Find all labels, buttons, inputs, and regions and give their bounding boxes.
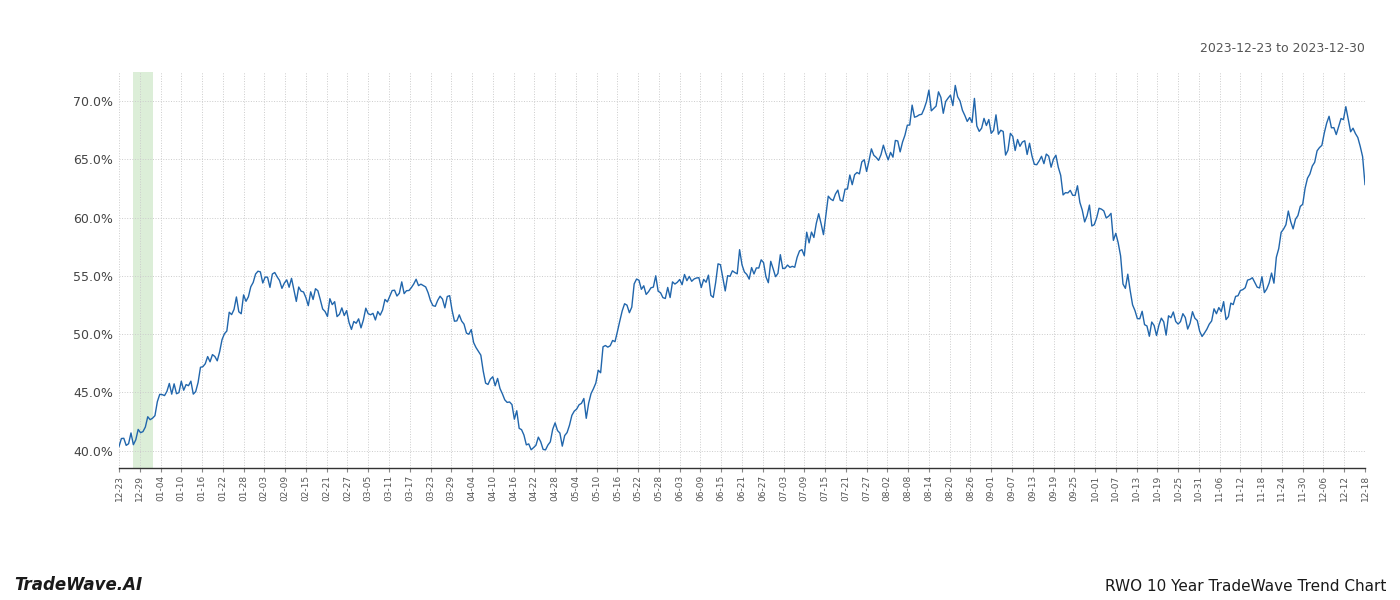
Text: TradeWave.AI: TradeWave.AI [14, 576, 143, 594]
Text: RWO 10 Year TradeWave Trend Chart: RWO 10 Year TradeWave Trend Chart [1105, 579, 1386, 594]
Bar [133, 72, 153, 468]
Text: 2023-12-23 to 2023-12-30: 2023-12-23 to 2023-12-30 [1200, 42, 1365, 55]
